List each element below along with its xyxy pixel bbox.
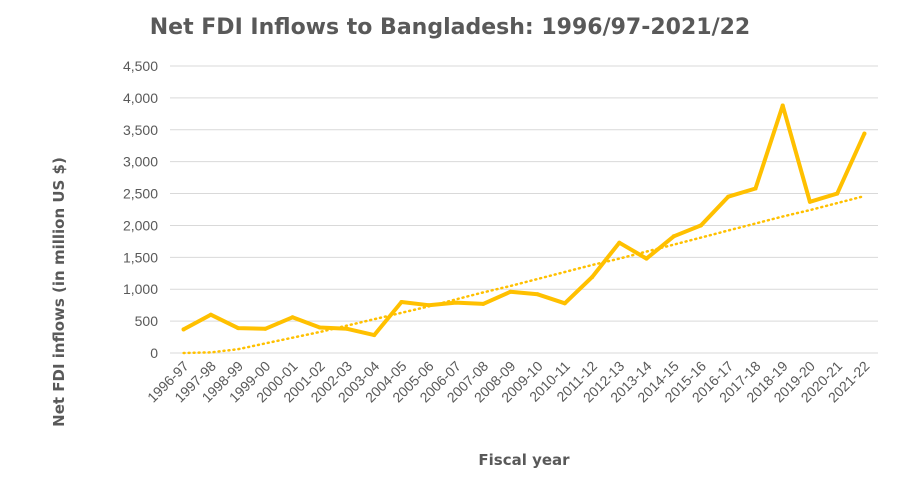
data-point	[399, 300, 404, 304]
gridlines	[170, 65, 878, 354]
y-axis-tick-labels: 0 500 1,000 1,500 2,000 2,500 3,000 3,500 4,000 4…	[123, 58, 158, 361]
data-point	[535, 292, 540, 297]
x-axis-tick-labels: 1996-971997-981998-991999-002000-012001-…	[144, 358, 873, 406]
y-tick-label: 4,500	[123, 58, 158, 74]
y-tick-label: 1,000	[123, 281, 158, 297]
data-series	[181, 103, 867, 355]
data-point	[807, 199, 812, 204]
data-point	[753, 186, 758, 191]
data-point	[671, 234, 676, 239]
data-point	[835, 191, 840, 196]
data-point	[372, 333, 377, 338]
data-point	[617, 240, 622, 245]
y-tick-label: 1,500	[123, 249, 158, 265]
data-point	[726, 194, 731, 199]
data-point	[699, 223, 703, 228]
y-tick-label: 2,500	[123, 186, 158, 202]
data-point	[562, 301, 567, 306]
data-point	[644, 256, 649, 261]
data-point	[181, 327, 186, 332]
data-point	[290, 315, 295, 320]
y-tick-label: 0	[150, 345, 158, 361]
data-point	[590, 275, 595, 280]
y-tick-label: 3,500	[123, 122, 158, 138]
data-point	[317, 325, 322, 330]
data-point	[780, 103, 785, 108]
data-point	[236, 326, 241, 331]
fdi-series-line	[181, 103, 867, 338]
y-tick-label: 3,000	[123, 154, 158, 170]
data-point	[453, 300, 458, 305]
data-point	[862, 131, 867, 136]
data-point	[263, 326, 268, 331]
chart-title: Net FDI Inflows to Bangladesh: 1996/97-2…	[150, 15, 750, 40]
trendline	[182, 194, 866, 355]
x-axis-label: Fiscal year	[478, 451, 570, 469]
data-point	[345, 326, 349, 331]
y-tick-label: 4,000	[123, 90, 158, 106]
y-axis-label: Net FDI inflows (in million US $)	[50, 157, 68, 427]
data-point	[208, 312, 213, 317]
y-tick-label: 500	[135, 313, 159, 329]
data-point	[481, 301, 486, 306]
y-tick-label: 2,000	[123, 217, 158, 233]
data-point	[508, 289, 513, 294]
